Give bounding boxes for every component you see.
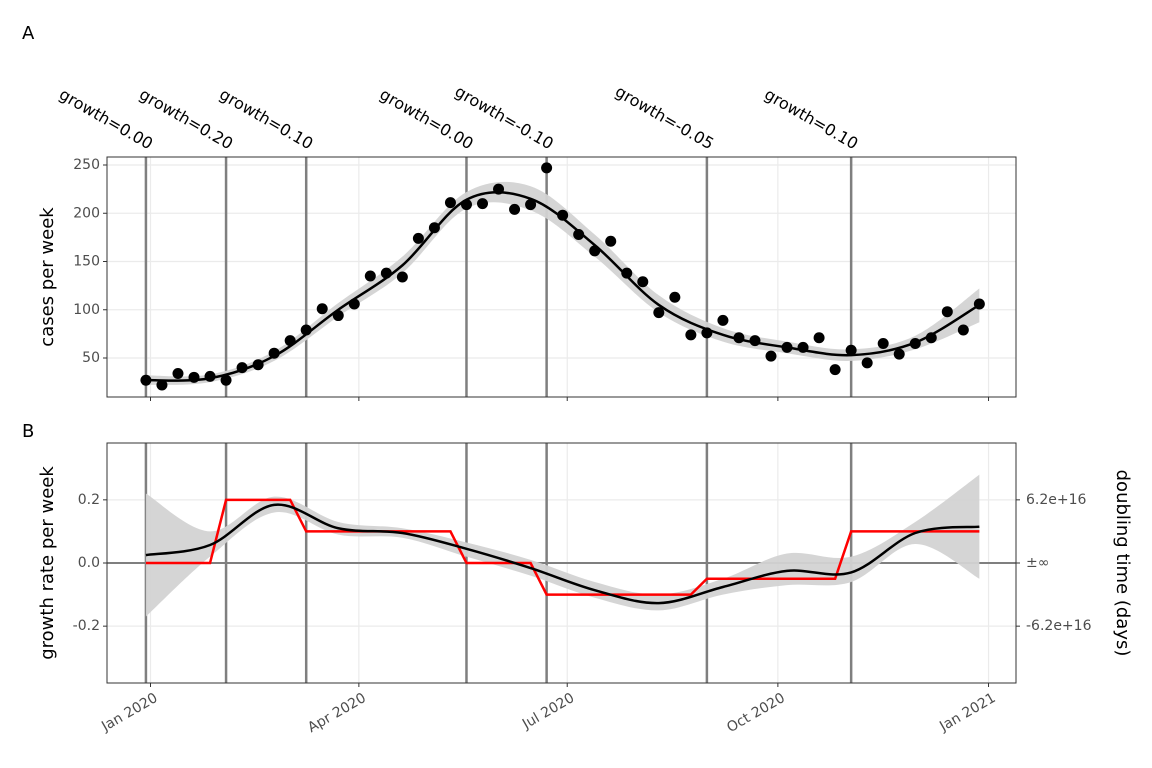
data-point bbox=[509, 203, 521, 215]
data-point bbox=[813, 332, 825, 344]
data-point bbox=[653, 307, 665, 319]
data-point bbox=[236, 362, 248, 374]
data-point bbox=[685, 329, 697, 341]
confidence-band bbox=[145, 181, 980, 386]
y-tick-label: 0.0 bbox=[78, 555, 100, 571]
x-tick-label: Jan 2020 bbox=[98, 690, 160, 735]
data-point bbox=[156, 379, 168, 391]
data-point bbox=[364, 270, 376, 282]
data-point bbox=[284, 335, 296, 347]
y2-tick-label: 6.2e+16 bbox=[1026, 492, 1087, 508]
step-line bbox=[145, 498, 980, 596]
data-point bbox=[220, 374, 232, 386]
data-point bbox=[493, 183, 505, 195]
data-point bbox=[300, 324, 312, 336]
y-tick-label: 0.2 bbox=[78, 492, 100, 508]
x-tick-label: Jan 2021 bbox=[936, 690, 998, 735]
data-point bbox=[877, 338, 889, 350]
data-point bbox=[861, 357, 873, 369]
data-point bbox=[412, 232, 424, 244]
data-point bbox=[765, 350, 777, 362]
y-tick-label: 50 bbox=[82, 350, 100, 366]
data-point bbox=[140, 374, 152, 386]
annotation: growth=-0.05 bbox=[612, 82, 717, 154]
y-axis-label: cases per week bbox=[37, 207, 58, 347]
data-point bbox=[669, 291, 681, 303]
y-tick-label: 150 bbox=[73, 254, 100, 270]
data-point bbox=[893, 348, 905, 360]
data-point bbox=[749, 335, 761, 347]
y-tick-label: 200 bbox=[73, 205, 100, 221]
y2-tick-label: ±∞ bbox=[1026, 555, 1049, 571]
data-point bbox=[797, 341, 809, 353]
data-point bbox=[733, 332, 745, 344]
plot-border bbox=[106, 156, 1017, 398]
data-point bbox=[316, 303, 328, 315]
panel-label: A bbox=[22, 23, 35, 44]
data-point bbox=[188, 371, 200, 383]
data-point bbox=[396, 271, 408, 283]
data-point bbox=[332, 310, 344, 322]
data-point bbox=[252, 359, 264, 371]
annotation: growth=0.10 bbox=[761, 85, 861, 154]
data-point bbox=[573, 228, 585, 240]
data-point bbox=[781, 341, 793, 353]
data-point bbox=[621, 267, 633, 279]
data-point bbox=[829, 364, 841, 376]
data-point bbox=[717, 314, 729, 326]
data-point bbox=[477, 198, 489, 210]
data-point bbox=[845, 344, 857, 356]
data-point bbox=[541, 162, 553, 174]
data-point bbox=[925, 332, 937, 344]
y-tick-label: 250 bbox=[73, 157, 100, 173]
data-point bbox=[204, 370, 216, 382]
fit-line bbox=[145, 503, 980, 605]
data-point bbox=[909, 338, 921, 350]
data-point bbox=[701, 327, 713, 339]
x-tick-label: Apr 2020 bbox=[305, 690, 369, 736]
y2-tick-label: -6.2e+16 bbox=[1026, 618, 1092, 634]
x-tick-label: Oct 2020 bbox=[724, 690, 788, 736]
data-point bbox=[973, 298, 985, 310]
data-point bbox=[380, 267, 392, 279]
data-point bbox=[941, 306, 953, 318]
confidence-band bbox=[145, 474, 980, 617]
panel-label: B bbox=[22, 421, 34, 442]
data-point bbox=[348, 298, 360, 310]
data-point bbox=[637, 276, 649, 288]
y2-axis-label: doubling time (days) bbox=[1112, 470, 1133, 657]
y-axis-label: growth rate per week bbox=[37, 466, 58, 660]
data-point bbox=[172, 367, 184, 379]
data-point bbox=[957, 324, 969, 336]
data-point bbox=[268, 347, 280, 359]
plot-border bbox=[106, 442, 1017, 684]
data-point bbox=[589, 245, 601, 257]
x-tick-label: Jul 2020 bbox=[519, 690, 577, 733]
data-point bbox=[460, 199, 472, 211]
data-point bbox=[444, 197, 456, 209]
data-point bbox=[557, 209, 569, 221]
y-tick-label: 100 bbox=[73, 302, 100, 318]
data-point bbox=[605, 235, 617, 247]
data-point bbox=[525, 199, 537, 211]
plot-background bbox=[107, 157, 1016, 397]
y-tick-label: -0.2 bbox=[73, 618, 100, 634]
data-point bbox=[428, 222, 440, 234]
